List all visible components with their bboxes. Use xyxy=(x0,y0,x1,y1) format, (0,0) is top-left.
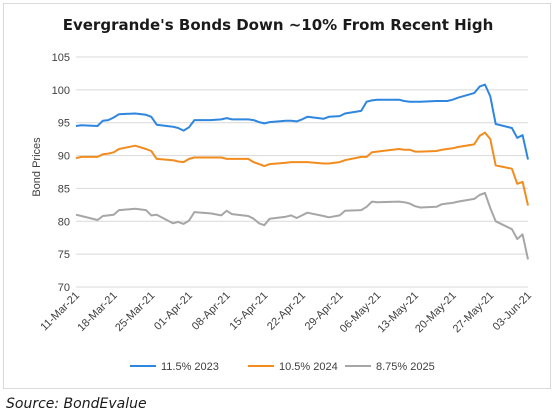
y-axis-label: Bond Prices xyxy=(31,137,43,197)
gridlines xyxy=(76,56,528,288)
y-tick-label: 70 xyxy=(58,282,70,294)
x-axis-ticks: 11-Mar-2118-Mar-2125-Mar-2101-Apr-2108-A… xyxy=(38,290,534,336)
legend-label-1: 10.5% 2024 xyxy=(279,361,338,373)
chart-frame xyxy=(3,3,551,389)
series-line-1 xyxy=(75,131,529,206)
y-tick-label: 80 xyxy=(58,216,70,228)
legend-label-0: 11.5% 2023 xyxy=(161,361,219,373)
y-tick-label: 100 xyxy=(52,85,70,97)
x-tick-label: 18-Mar-21 xyxy=(75,290,119,334)
series-line-0 xyxy=(75,83,529,160)
y-axis-ticks: 70 75 80 85 90 95 100 105 xyxy=(52,52,70,294)
y-tick-label: 105 xyxy=(52,52,70,64)
x-tick-label: 03-Jun-21 xyxy=(491,290,535,334)
y-tick-label: 90 xyxy=(58,151,70,163)
series-lines xyxy=(75,83,529,260)
x-tick-label: 25-Mar-21 xyxy=(113,290,157,334)
series-line-2 xyxy=(75,192,529,260)
x-tick-label: 15-Apr-21 xyxy=(227,290,270,333)
y-tick-label: 85 xyxy=(58,183,70,195)
y-tick-label: 95 xyxy=(58,118,70,130)
legend-label-2: 8.75% 2025 xyxy=(376,361,435,373)
chart-title: Evergrande's Bonds Down ~10% From Recent… xyxy=(62,16,494,34)
x-tick-label: 27-May-21 xyxy=(451,290,497,336)
line-chart: 70 75 80 85 90 95 100 105 11-Mar-2118-Mar-2125-… xyxy=(31,52,534,373)
x-tick-label: 22-Apr-21 xyxy=(265,290,308,333)
x-tick-label: 08-Apr-21 xyxy=(190,290,233,333)
y-tick-label: 75 xyxy=(58,249,70,261)
source-note: Source: BondEvalue xyxy=(6,396,147,412)
x-tick-label: 01-Apr-21 xyxy=(152,290,195,333)
legend: 11.5% 2023 10.5% 2024 8.75% 2025 xyxy=(130,361,435,373)
